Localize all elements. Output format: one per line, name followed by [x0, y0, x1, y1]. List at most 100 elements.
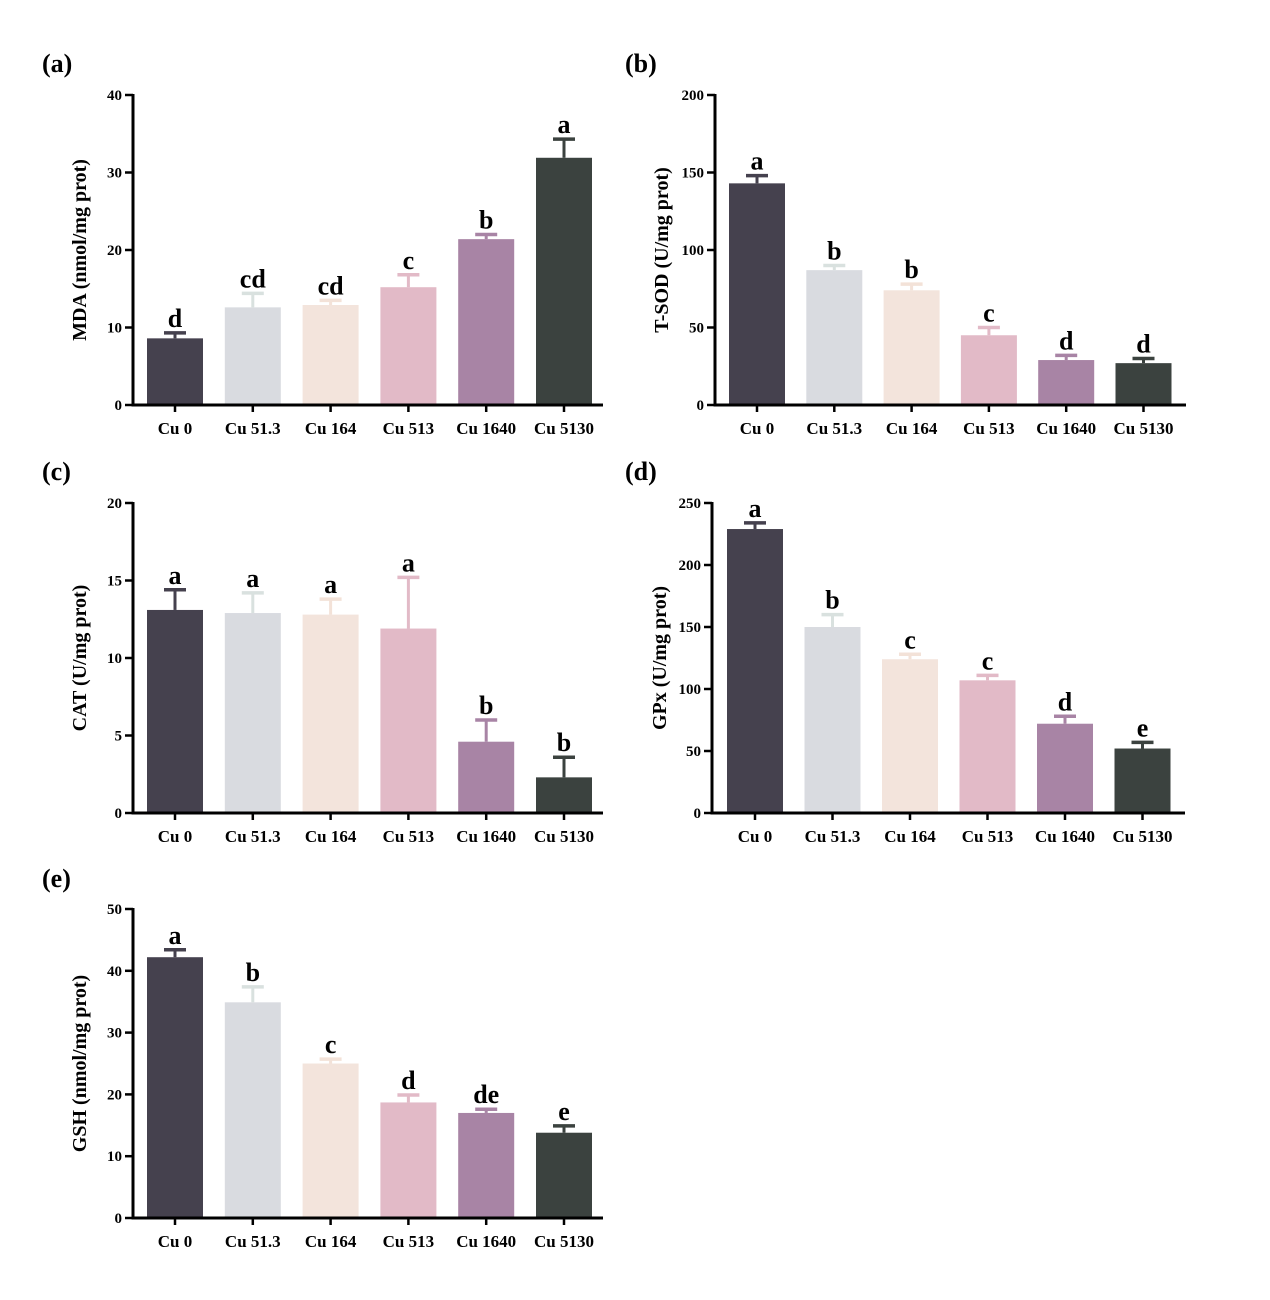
x-tick-label: Cu 5130 [1114, 419, 1174, 438]
x-tick-label: Cu 51.3 [805, 827, 861, 846]
x-tick-label: Cu 1640 [1036, 419, 1096, 438]
bar [804, 627, 861, 813]
y-tick-label: 10 [107, 651, 122, 667]
bar [883, 290, 940, 405]
significance-label: b [557, 728, 571, 757]
y-tick-label: 40 [107, 88, 122, 104]
bar [1038, 360, 1095, 405]
y-axis-label: T-SOD (U/mg prot) [651, 167, 673, 333]
y-tick-label: 150 [682, 166, 705, 182]
significance-label: de [473, 1080, 499, 1109]
chart-panel: (c) CAT (U/mg prot) a Cu 0 a Cu 51.3 a Cu 164 a C… [42, 457, 603, 846]
bar [380, 1102, 437, 1218]
significance-label: c [983, 299, 995, 328]
x-tick-label: Cu 5130 [534, 1232, 594, 1251]
x-tick-label: Cu 51.3 [225, 419, 281, 438]
x-tick-label: Cu 0 [158, 1232, 192, 1251]
bar [1037, 723, 1093, 813]
significance-label: d [401, 1066, 416, 1095]
bar [302, 305, 359, 405]
x-tick-label: Cu 0 [158, 827, 192, 846]
bar [882, 659, 938, 813]
y-tick-label: 20 [107, 1087, 122, 1103]
significance-label: a [324, 570, 337, 599]
x-tick-label: Cu 164 [305, 827, 357, 846]
x-tick-label: Cu 1640 [456, 419, 516, 438]
y-tick-label: 50 [689, 321, 704, 337]
significance-label: cd [240, 264, 267, 293]
bar [224, 307, 281, 405]
significance-label: b [827, 237, 841, 266]
y-tick-label: 200 [679, 558, 702, 574]
significance-label: b [246, 958, 260, 987]
bar [729, 183, 785, 405]
significance-label: a [169, 561, 182, 590]
significance-label: a [751, 147, 764, 176]
x-tick-label: Cu 5130 [534, 827, 594, 846]
x-tick-label: Cu 51.3 [806, 419, 862, 438]
x-tick-label: Cu 1640 [456, 827, 516, 846]
panel-label: (e) [42, 864, 71, 893]
bar [302, 614, 359, 813]
significance-label: c [325, 1030, 337, 1059]
significance-label: b [825, 586, 839, 615]
significance-label: d [1058, 687, 1073, 716]
x-tick-label: Cu 513 [383, 1232, 434, 1251]
bar [536, 1132, 592, 1218]
y-axis-label: MDA (nmol/mg prot) [69, 159, 91, 341]
y-tick-label: 0 [115, 398, 123, 414]
y-tick-label: 20 [107, 496, 122, 512]
bar [960, 335, 1017, 405]
y-tick-label: 0 [694, 806, 702, 822]
y-tick-label: 5 [115, 729, 123, 745]
bar [302, 1063, 359, 1218]
x-tick-label: Cu 1640 [1035, 827, 1095, 846]
significance-label: cd [318, 271, 345, 300]
significance-label: a [246, 564, 259, 593]
bar [458, 1112, 515, 1218]
x-tick-label: Cu 164 [886, 419, 938, 438]
significance-label: d [1059, 326, 1074, 355]
chart-panel: (a) MDA (nmol/mg prot) d Cu 0 cd Cu 51.3 cd Cu … [42, 49, 603, 438]
panel-label: (c) [42, 457, 71, 486]
y-tick-label: 150 [679, 620, 702, 636]
y-tick-label: 30 [107, 166, 122, 182]
x-tick-label: Cu 1640 [456, 1232, 516, 1251]
y-tick-label: 200 [682, 88, 705, 104]
bar [224, 613, 281, 813]
y-tick-label: 10 [107, 321, 122, 337]
y-tick-label: 250 [679, 496, 702, 512]
y-tick-label: 30 [107, 1026, 122, 1042]
chart-panel: (b) T-SOD (U/mg prot) a Cu 0 b Cu 51.3 b Cu 164… [625, 49, 1186, 438]
x-tick-label: Cu 164 [884, 827, 936, 846]
y-tick-label: 40 [107, 964, 122, 980]
x-tick-label: Cu 0 [738, 827, 772, 846]
significance-label: a [558, 110, 571, 139]
bar [727, 529, 783, 813]
significance-label: b [479, 691, 493, 720]
bar [806, 270, 863, 405]
significance-label: d [168, 304, 183, 333]
significance-label: a [402, 548, 415, 577]
significance-label: c [982, 646, 994, 675]
y-axis-label: CAT (U/mg prot) [69, 585, 91, 732]
bar [536, 157, 592, 405]
x-tick-label: Cu 513 [962, 827, 1013, 846]
x-tick-label: Cu 513 [383, 827, 434, 846]
y-tick-label: 10 [107, 1149, 122, 1165]
x-tick-label: Cu 5130 [1113, 827, 1173, 846]
x-tick-label: Cu 164 [305, 1232, 357, 1251]
y-tick-label: 100 [682, 243, 705, 259]
y-tick-label: 0 [115, 1211, 123, 1227]
significance-label: e [558, 1097, 570, 1126]
bar [147, 338, 203, 405]
bar [1115, 363, 1172, 405]
panel-label: (b) [625, 49, 657, 78]
x-tick-label: Cu 513 [383, 419, 434, 438]
bar [1114, 748, 1171, 813]
significance-label: c [403, 246, 415, 275]
bar [458, 239, 515, 405]
x-tick-label: Cu 164 [305, 419, 357, 438]
bar [536, 777, 592, 813]
y-tick-label: 50 [686, 744, 701, 760]
